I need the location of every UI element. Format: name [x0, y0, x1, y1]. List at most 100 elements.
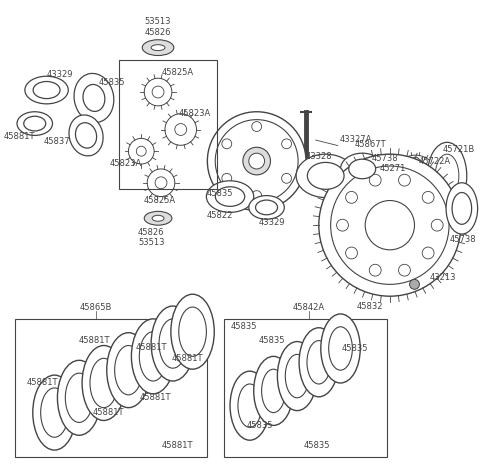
Ellipse shape — [142, 40, 174, 56]
Circle shape — [215, 119, 298, 202]
Ellipse shape — [115, 346, 142, 395]
Circle shape — [243, 147, 271, 175]
Ellipse shape — [277, 342, 317, 411]
Circle shape — [222, 139, 232, 149]
Ellipse shape — [33, 375, 76, 450]
Text: 45826: 45826 — [138, 228, 164, 237]
Ellipse shape — [107, 333, 150, 407]
Circle shape — [249, 153, 264, 169]
Ellipse shape — [75, 123, 96, 148]
Ellipse shape — [65, 373, 93, 422]
Bar — [119, 60, 217, 188]
Ellipse shape — [206, 181, 254, 212]
Text: 45722A: 45722A — [418, 157, 450, 166]
Ellipse shape — [132, 319, 175, 394]
Text: 45881T: 45881T — [93, 408, 124, 417]
Ellipse shape — [262, 369, 285, 413]
Ellipse shape — [139, 332, 167, 381]
Ellipse shape — [82, 346, 125, 420]
Ellipse shape — [435, 154, 459, 198]
Ellipse shape — [151, 45, 165, 50]
Circle shape — [422, 191, 434, 203]
Ellipse shape — [144, 211, 172, 225]
Text: 45738: 45738 — [372, 154, 398, 163]
Ellipse shape — [25, 76, 68, 104]
Text: 43213: 43213 — [430, 273, 456, 282]
Text: 45835: 45835 — [303, 441, 330, 450]
Text: 45823A: 45823A — [109, 159, 142, 168]
Bar — [15, 319, 207, 457]
Text: 45738: 45738 — [449, 236, 476, 245]
Text: 45822: 45822 — [207, 211, 233, 220]
Text: 45825A: 45825A — [144, 196, 176, 205]
Text: 45823A: 45823A — [179, 109, 211, 118]
Ellipse shape — [349, 159, 376, 179]
Circle shape — [369, 174, 381, 186]
Text: 45835: 45835 — [230, 322, 257, 331]
Ellipse shape — [152, 86, 164, 98]
Text: 45837: 45837 — [43, 137, 70, 146]
Ellipse shape — [238, 384, 262, 427]
Ellipse shape — [17, 112, 52, 135]
Ellipse shape — [175, 124, 187, 135]
Circle shape — [252, 191, 262, 200]
Text: 45867T: 45867T — [354, 140, 386, 149]
Circle shape — [346, 191, 358, 203]
Circle shape — [398, 174, 410, 186]
Ellipse shape — [171, 294, 214, 369]
Text: 45881T: 45881T — [139, 393, 171, 402]
Ellipse shape — [427, 142, 467, 209]
Ellipse shape — [151, 306, 194, 381]
Circle shape — [319, 154, 461, 296]
Ellipse shape — [340, 153, 384, 185]
Text: 45842A: 45842A — [293, 303, 325, 312]
Ellipse shape — [446, 183, 478, 234]
Ellipse shape — [321, 314, 360, 383]
Circle shape — [207, 112, 306, 210]
Circle shape — [282, 173, 291, 183]
Text: 45835: 45835 — [258, 336, 285, 345]
Text: 45835: 45835 — [98, 78, 125, 87]
Ellipse shape — [83, 84, 105, 111]
Circle shape — [422, 247, 434, 259]
Ellipse shape — [90, 358, 118, 407]
Ellipse shape — [230, 371, 269, 440]
Text: 53513: 53513 — [145, 17, 171, 26]
Circle shape — [336, 219, 348, 231]
Ellipse shape — [155, 177, 167, 188]
Ellipse shape — [296, 154, 355, 198]
Text: 45825A: 45825A — [162, 68, 194, 77]
Text: 45881T: 45881T — [172, 354, 204, 363]
Text: 45835: 45835 — [246, 421, 273, 430]
Ellipse shape — [24, 116, 46, 131]
Ellipse shape — [452, 192, 472, 224]
Text: 45881T: 45881T — [78, 336, 110, 345]
Ellipse shape — [216, 187, 245, 207]
Text: 45865B: 45865B — [80, 303, 112, 312]
Text: 45271: 45271 — [380, 164, 406, 173]
Ellipse shape — [307, 341, 331, 384]
Text: 45881T: 45881T — [3, 132, 35, 141]
Circle shape — [383, 176, 397, 189]
Ellipse shape — [285, 355, 309, 398]
Text: 45881T: 45881T — [135, 343, 167, 352]
Circle shape — [431, 219, 443, 231]
Circle shape — [252, 121, 262, 131]
Ellipse shape — [152, 215, 164, 221]
Ellipse shape — [249, 196, 284, 219]
Bar — [224, 319, 387, 457]
Text: 45721B: 45721B — [443, 145, 475, 154]
Circle shape — [398, 264, 410, 276]
Ellipse shape — [41, 388, 68, 437]
Circle shape — [282, 139, 291, 149]
Ellipse shape — [255, 200, 277, 215]
Ellipse shape — [254, 357, 293, 426]
Text: 45881T: 45881T — [27, 378, 59, 387]
Circle shape — [365, 200, 415, 250]
Ellipse shape — [179, 307, 206, 357]
Circle shape — [346, 247, 358, 259]
Text: 45835: 45835 — [342, 344, 369, 353]
Ellipse shape — [329, 327, 352, 370]
Circle shape — [331, 166, 449, 284]
Circle shape — [369, 264, 381, 276]
